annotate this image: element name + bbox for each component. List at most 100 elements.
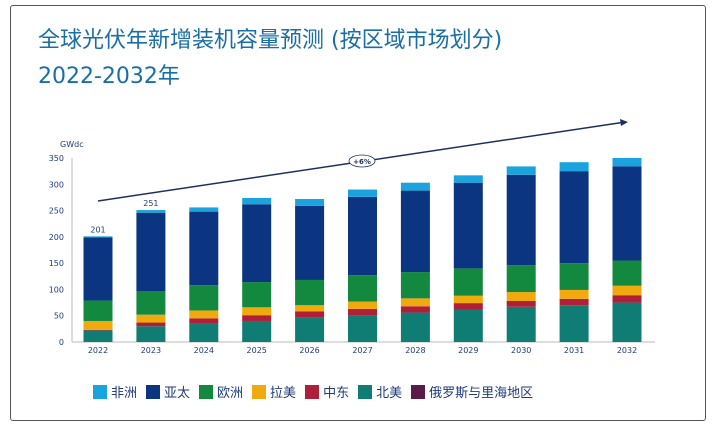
y-tick-label: 150: [49, 259, 64, 268]
bar-segment: [136, 291, 166, 315]
data-label: 251: [143, 199, 158, 208]
legend-item: 欧洲: [199, 382, 243, 401]
bar-segment: [189, 285, 219, 311]
x-tick-label: 2026: [299, 346, 319, 355]
bar-segment: [400, 182, 430, 191]
bar-segment: [506, 166, 536, 175]
data-label: 201: [90, 225, 105, 234]
legend-item: 北美: [358, 382, 402, 401]
bar-segment: [189, 310, 219, 319]
bar-segment: [400, 272, 430, 299]
bar-segment: [506, 265, 536, 293]
bar-segment: [348, 308, 377, 316]
bar-segment: [400, 306, 430, 313]
bar-segment: [559, 171, 589, 264]
bar-segment: [453, 175, 483, 183]
bar-segment: [295, 199, 325, 206]
legend-label: 非洲: [111, 386, 138, 401]
bar-segment: [189, 207, 219, 212]
x-tick-label: 2022: [88, 346, 108, 355]
x-tick-label: 2025: [247, 346, 267, 355]
legend-label: 中东: [323, 386, 350, 401]
x-tick-label: 2027: [352, 346, 372, 355]
bar-segment: [559, 298, 589, 306]
bar-segment: [295, 317, 325, 342]
y-tick-label: 350: [49, 154, 64, 163]
bar-segment: [83, 237, 113, 301]
bar-segment: [559, 305, 589, 342]
bar-segment: [612, 295, 642, 303]
bar-segment: [83, 330, 113, 342]
y-tick-label: 0: [59, 338, 64, 347]
bar-segment: [295, 205, 325, 280]
y-tick-label: 250: [49, 207, 64, 216]
bar-segment: [242, 204, 272, 283]
y-tick-label: 100: [49, 285, 64, 294]
bar-segment: [242, 282, 272, 308]
bar-segment: [242, 197, 272, 205]
legend-swatch: [411, 384, 426, 399]
legend-swatch: [358, 384, 373, 399]
x-tick-label: 2031: [564, 346, 584, 355]
bar-segment: [83, 320, 113, 330]
bar-segment: [400, 190, 430, 273]
bar-segment: [242, 315, 272, 321]
y-axis-label: GWdc: [60, 140, 84, 149]
y-tick-label: 200: [49, 233, 64, 242]
bar-segment: [612, 302, 642, 342]
x-tick-label: 2030: [511, 346, 531, 355]
bar-segment: [189, 318, 219, 324]
bar-segment: [506, 306, 536, 342]
bar-segment: [189, 211, 219, 286]
legend-item: 俄罗斯与里海地区: [411, 382, 533, 401]
x-tick-label: 2029: [458, 346, 478, 355]
bar-segment: [453, 268, 483, 296]
y-tick-label: 300: [49, 180, 64, 189]
legend-label: 北美: [376, 386, 403, 401]
bar-segment: [506, 174, 536, 266]
legend-label: 亚太: [164, 386, 191, 401]
bar-segment: [612, 260, 642, 286]
legend-label: 欧洲: [217, 386, 244, 401]
bar-segment: [348, 301, 377, 309]
bar-segment: [295, 279, 325, 306]
bar-segment: [559, 263, 589, 290]
bar-segment: [242, 307, 272, 316]
bar-segment: [136, 326, 166, 342]
bar-segment: [559, 289, 589, 299]
bar-segment: [242, 320, 272, 342]
legend-label: 拉美: [270, 386, 297, 401]
bar-segment: [136, 212, 166, 292]
legend-swatch: [305, 384, 320, 399]
bar-segment: [189, 323, 219, 342]
bar-segment: [612, 166, 642, 261]
bar-segment: [453, 309, 483, 342]
bar-segment: [83, 300, 113, 321]
x-tick-label: 2028: [405, 346, 425, 355]
bar-segment: [348, 189, 377, 197]
bar-segment: [136, 314, 166, 323]
slide-frame: [10, 5, 706, 421]
bar-segment: [400, 312, 430, 342]
bar-segment: [348, 196, 377, 276]
legend-swatch: [199, 384, 214, 399]
bar-segment: [612, 285, 642, 296]
x-tick-label: 2032: [617, 346, 637, 355]
growth-annotation: +6%: [353, 158, 371, 166]
bar-segment: [453, 303, 483, 310]
bar-segment: [506, 292, 536, 301]
bar-segment: [136, 322, 166, 327]
legend-label: 俄罗斯与里海地区: [429, 386, 534, 401]
bar-segment: [83, 236, 113, 238]
x-tick-label: 2024: [194, 346, 214, 355]
bar-segment: [453, 295, 483, 304]
legend: 非洲 亚太 欧洲 拉美 中东 北美 俄罗斯与里海地区: [93, 382, 533, 401]
bar-segment: [295, 311, 325, 318]
growth-badge: [348, 154, 376, 168]
bar-segment: [506, 300, 536, 307]
bar-segment: [400, 298, 430, 307]
legend-item: 拉美: [252, 382, 296, 401]
chart-subtitle: 2022-2032年: [38, 64, 180, 89]
legend-swatch: [93, 384, 107, 399]
